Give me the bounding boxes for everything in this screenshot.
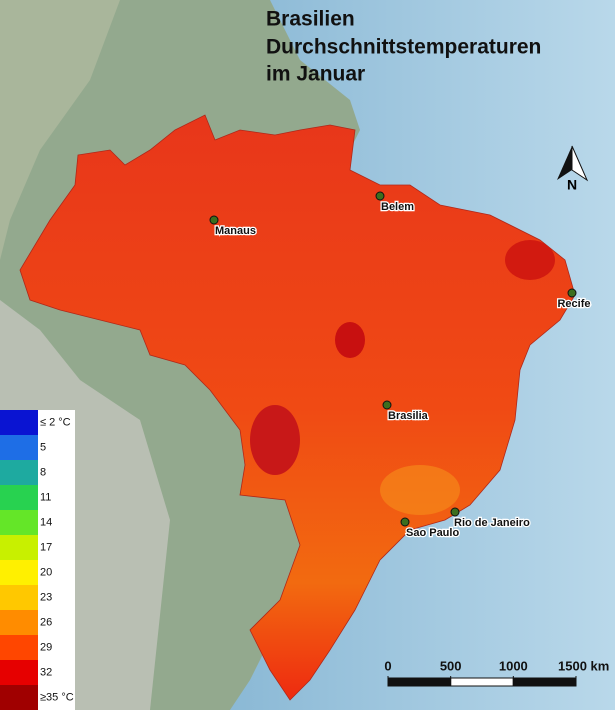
hot-zone bbox=[335, 322, 365, 358]
legend-label: 20 bbox=[40, 566, 52, 578]
legend-swatch bbox=[0, 610, 38, 635]
legend-label: 32 bbox=[40, 666, 52, 678]
city-dot bbox=[400, 517, 410, 527]
legend-label: 29 bbox=[40, 641, 52, 653]
legend-swatch bbox=[0, 410, 38, 435]
scale-segment bbox=[450, 677, 514, 687]
north-label: N bbox=[567, 177, 577, 193]
city-dot bbox=[209, 215, 219, 225]
city-dot bbox=[375, 191, 385, 201]
legend-swatch bbox=[0, 685, 38, 710]
legend-swatch bbox=[0, 560, 38, 585]
legend-label: 17 bbox=[40, 541, 52, 553]
legend-label: 11 bbox=[40, 491, 51, 503]
title-line: Brasilien bbox=[266, 8, 355, 31]
legend-swatch bbox=[0, 435, 38, 460]
city-label: Recife bbox=[557, 298, 590, 310]
legend-label: 23 bbox=[40, 591, 52, 603]
scale-label: 1000 bbox=[499, 658, 528, 673]
scale-label: 500 bbox=[440, 658, 462, 673]
scale-label: 1500 km bbox=[558, 658, 609, 673]
scale-bar: 0 500 1000 1500 km bbox=[384, 658, 609, 687]
legend-swatch bbox=[0, 535, 38, 560]
legend-swatch bbox=[0, 660, 38, 685]
legend: ≤ 2 °C 5 8 11 14 17 20 23 26 29 32 ≥35 °C bbox=[0, 410, 75, 710]
city-dot bbox=[382, 400, 392, 410]
city-label: Manaus bbox=[215, 225, 256, 237]
hot-zone bbox=[250, 405, 300, 475]
legend-label: ≤ 2 °C bbox=[40, 416, 71, 428]
city-dot bbox=[450, 507, 460, 517]
scale-segment bbox=[512, 677, 577, 687]
scale-label: 0 bbox=[384, 658, 391, 673]
legend-swatch bbox=[0, 485, 38, 510]
title-line: Durchschnittstemperaturen bbox=[266, 36, 541, 59]
city-label: Brasilia bbox=[388, 410, 429, 422]
legend-label: 26 bbox=[40, 616, 52, 628]
legend-label: 8 bbox=[40, 466, 46, 478]
legend-label: 14 bbox=[40, 516, 52, 528]
city-label: Sao Paulo bbox=[406, 527, 459, 539]
title-line: im Januar bbox=[266, 63, 365, 86]
legend-swatch bbox=[0, 460, 38, 485]
cities: Manaus Belem Recife Brasilia Rio de JaneiroS… bbox=[209, 191, 592, 540]
city-label: Rio de Janeiro bbox=[454, 517, 530, 529]
north-arrow: N bbox=[557, 145, 589, 193]
city-label: Belem bbox=[381, 201, 414, 213]
city-dot bbox=[567, 288, 577, 298]
legend-swatch bbox=[0, 510, 38, 535]
hot-zone bbox=[505, 240, 555, 280]
legend-label: ≥35 °C bbox=[40, 691, 74, 703]
land-relief bbox=[0, 0, 120, 260]
legend-swatch bbox=[0, 635, 38, 660]
legend-label: 5 bbox=[40, 441, 46, 453]
cool-zone bbox=[380, 465, 460, 515]
scale-segment bbox=[387, 677, 452, 687]
legend-swatch bbox=[0, 585, 38, 610]
